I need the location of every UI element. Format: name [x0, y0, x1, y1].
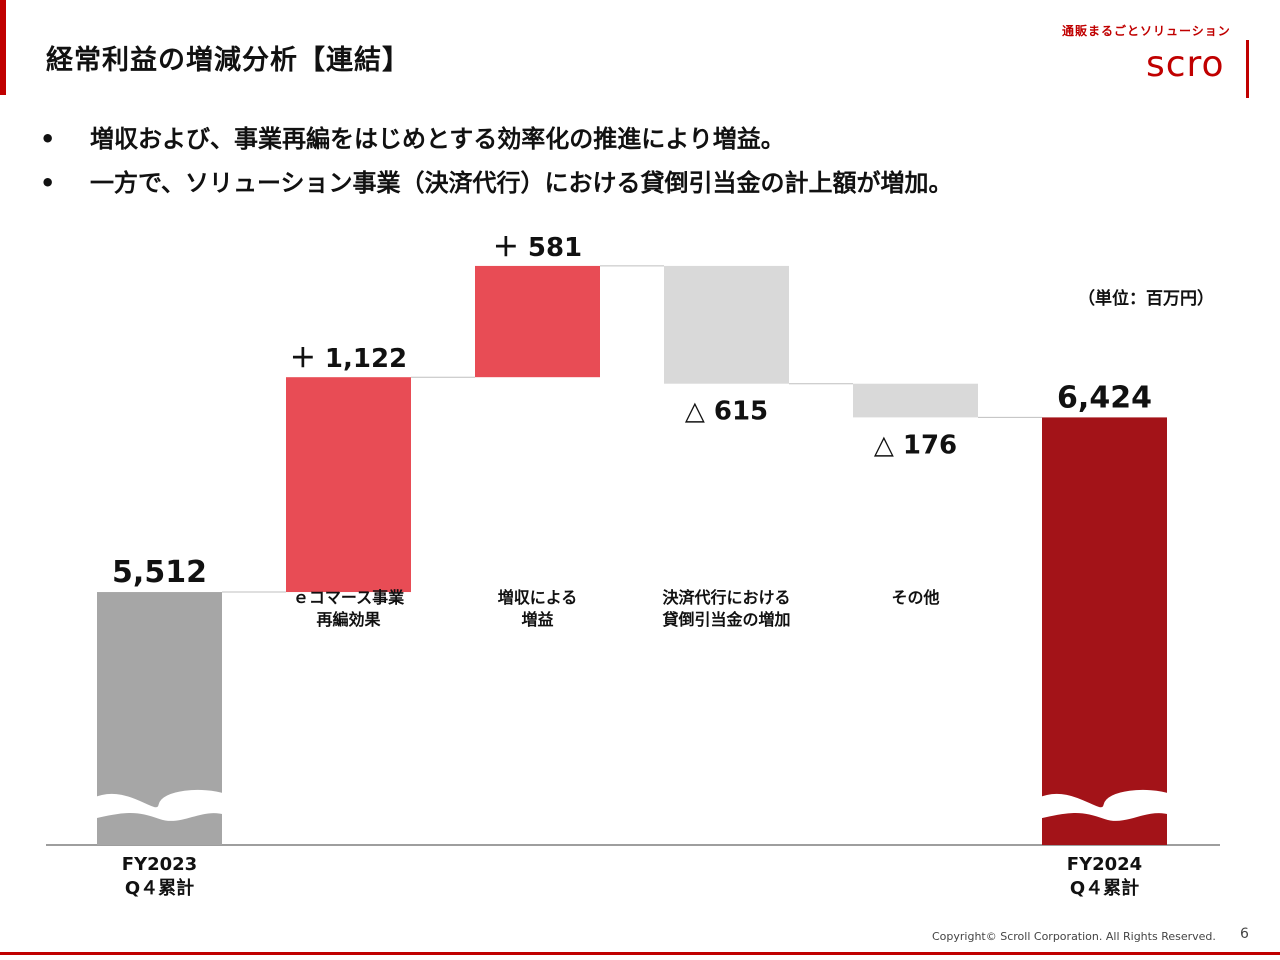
category-label-3-1: 貸倒引当金の増加 — [661, 610, 790, 629]
category-label-4-0: その他 — [891, 588, 939, 607]
bullet-list: • 増収および、事業再編をはじめとする効率化の推進により増益。 • 一方で、ソリ… — [40, 122, 953, 210]
bullet-item: • 増収および、事業再編をはじめとする効率化の推進により増益。 — [40, 122, 953, 166]
title-accent-bar — [0, 0, 6, 95]
data-label-4: △ 176 — [874, 430, 957, 460]
copyright-text: Copyright© Scroll Corporation. All Right… — [932, 930, 1216, 943]
category-label-0-0: FY2023 — [122, 854, 197, 875]
category-label-2-0: 増収による — [498, 588, 578, 607]
category-label-3-0: 決済代行における — [662, 588, 790, 607]
waterfall-bar-3 — [664, 265, 789, 384]
category-label-1-1: 再編効果 — [316, 610, 380, 629]
data-label-5: 6,424 — [1057, 380, 1152, 415]
category-label-2-1: 増益 — [521, 610, 553, 629]
data-label-1: ＋ 1,122 — [290, 344, 407, 374]
bullet-marker: • — [40, 169, 56, 197]
category-label-1-0: ｅコマース事業 — [293, 588, 405, 607]
category-label-0-1: Q４累計 — [125, 877, 194, 899]
logo-tagline: 通販まるごとソリューション — [1062, 24, 1231, 38]
bullet-text: 増収および、事業再編をはじめとする効率化の推進により増益。 — [90, 125, 785, 153]
logo: scro — [1146, 44, 1225, 85]
waterfall-bar-1 — [286, 377, 411, 593]
waterfall-bar-2 — [475, 265, 600, 378]
data-label-2: ＋ 581 — [493, 233, 582, 263]
logo-bar-mark — [1246, 40, 1249, 98]
bottom-rule — [0, 952, 1280, 955]
unit-label: （単位：百万円） — [1078, 289, 1214, 309]
page-title: 経常利益の増減分析【連結】 — [46, 45, 410, 76]
bullet-item: • 一方で、ソリューション事業（決済代行）における貸倒引当金の計上額が増加。 — [40, 166, 953, 210]
axis-break-line-0 — [92, 789, 227, 810]
waterfall-bar-5 — [1042, 417, 1167, 845]
data-label-3: △ 615 — [685, 397, 768, 427]
bullet-marker: • — [40, 125, 56, 153]
category-label-5-1: Q４累計 — [1070, 877, 1139, 899]
axis-break-line-5 — [1037, 789, 1172, 810]
waterfall-bar-4 — [853, 383, 978, 418]
bullet-text: 一方で、ソリューション事業（決済代行）における貸倒引当金の計上額が増加。 — [90, 169, 953, 197]
page-number: 6 — [1240, 926, 1249, 942]
data-label-0: 5,512 — [112, 555, 207, 590]
category-label-5-0: FY2024 — [1067, 854, 1142, 875]
